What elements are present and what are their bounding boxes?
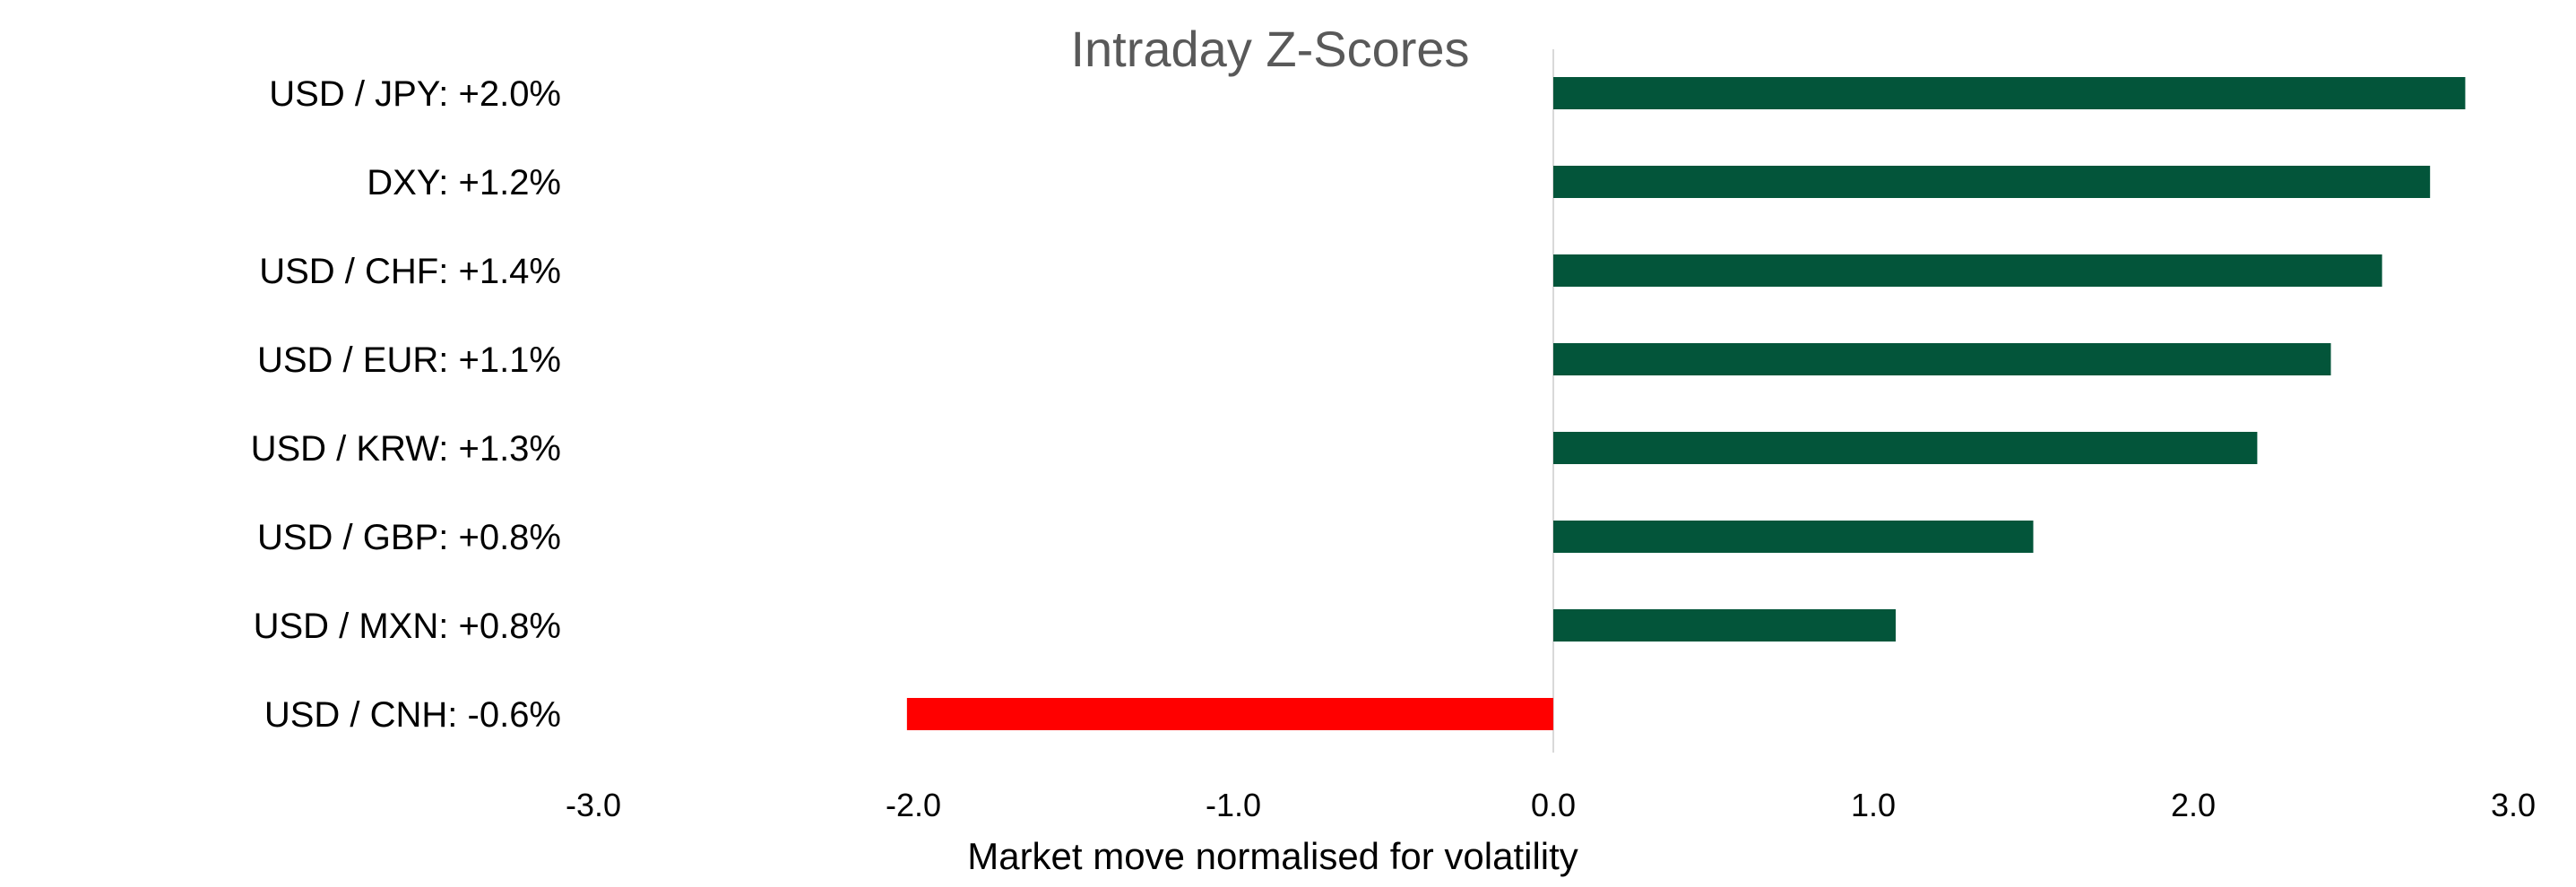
bar-0: [1553, 77, 2466, 109]
x-tick-label-6: 3.0: [2491, 787, 2536, 823]
bar-2: [1553, 254, 2382, 287]
x-tick-label-4: 1.0: [1851, 787, 1896, 823]
category-label-7: USD / CNH: -0.6%: [264, 695, 561, 735]
x-tick-label-2: -1.0: [1206, 787, 1261, 823]
category-label-3: USD / EUR: +1.1%: [257, 340, 561, 380]
category-label-1: DXY: +1.2%: [367, 163, 561, 202]
x-tick-label-0: -3.0: [566, 787, 621, 823]
x-tick-label-1: -2.0: [886, 787, 941, 823]
bar-5: [1553, 521, 2034, 553]
category-label-2: USD / CHF: +1.4%: [259, 252, 561, 291]
bar-4: [1553, 432, 2258, 464]
bar-7: [906, 698, 1553, 730]
x-tick-label-5: 2.0: [2171, 787, 2216, 823]
category-label-6: USD / MXN: +0.8%: [254, 607, 561, 646]
x-tick-label-3: 0.0: [1531, 787, 1576, 823]
x-axis-title: Market move normalised for volatility: [967, 835, 1578, 877]
category-label-0: USD / JPY: +2.0%: [269, 74, 561, 114]
category-label-5: USD / GBP: +0.8%: [257, 518, 561, 557]
bar-6: [1553, 609, 1896, 642]
x-tick-labels-group: -3.0 -2.0 -1.0 0.0 1.0 2.0 3.0: [566, 787, 2536, 823]
bars-group: [906, 77, 2466, 730]
chart-title: Intraday Z-Scores: [1070, 21, 1469, 77]
bar-3: [1553, 343, 2331, 375]
category-labels-group: USD / JPY: +2.0% DXY: +1.2% USD / CHF: +1.…: [251, 74, 561, 735]
category-label-4: USD / KRW: +1.3%: [251, 429, 561, 469]
bar-1: [1553, 166, 2431, 198]
